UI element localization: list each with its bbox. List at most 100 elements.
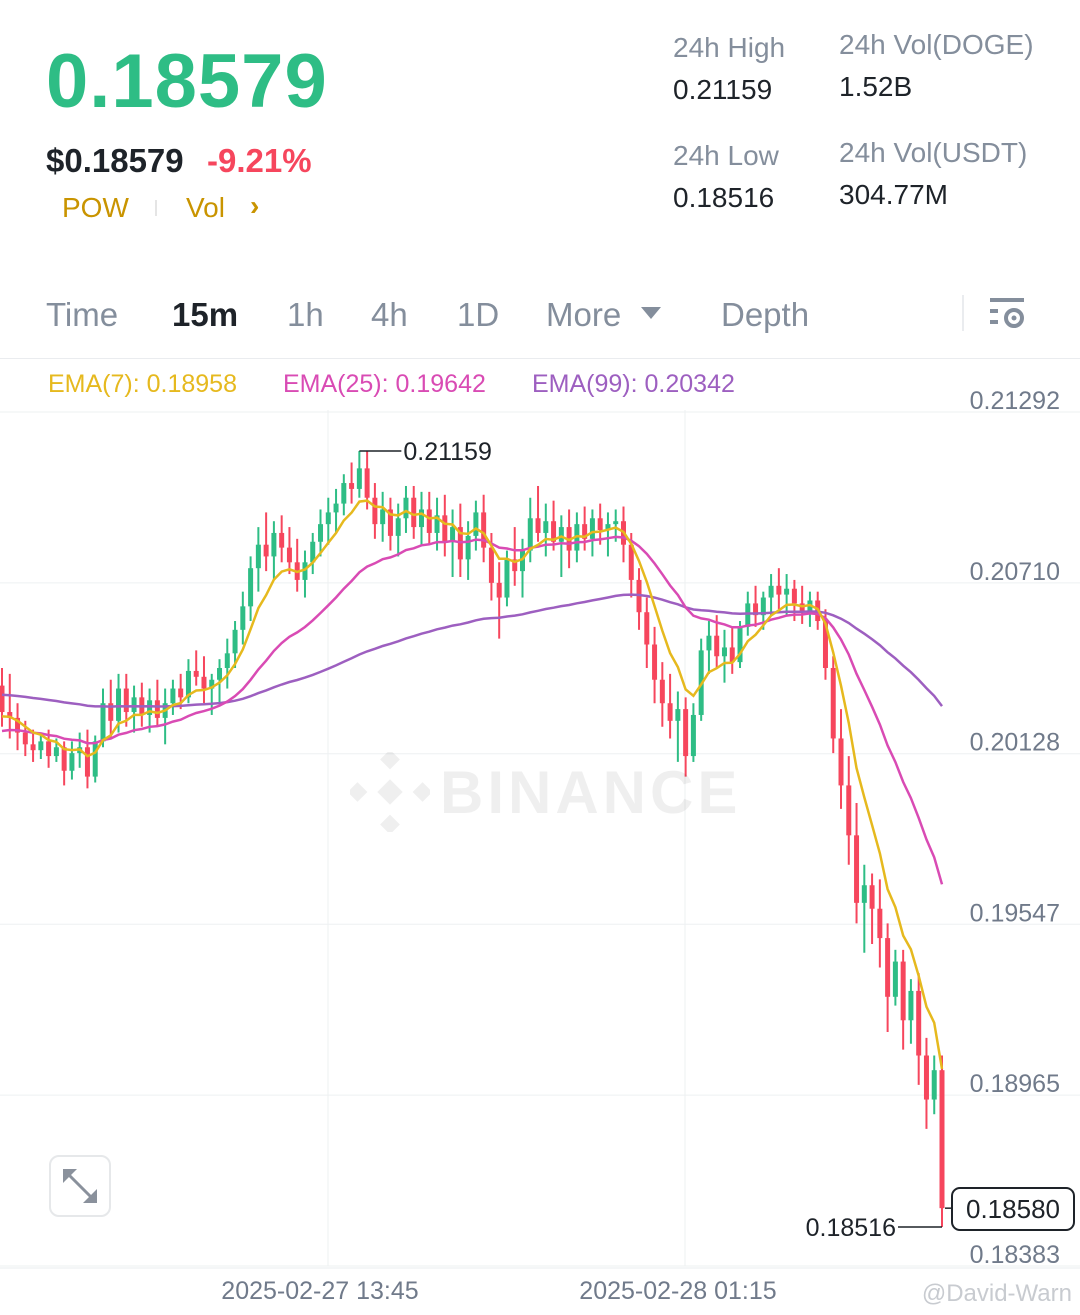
candle-up — [613, 521, 619, 525]
candle-down — [426, 509, 432, 533]
candle-up — [116, 688, 122, 721]
candle-down — [387, 509, 393, 536]
candle-down — [496, 582, 502, 598]
high-value: 0.21159 — [673, 74, 773, 105]
ema99-line — [1, 593, 943, 708]
candle-down — [201, 676, 207, 689]
last-price: 0.18579 — [46, 39, 328, 124]
candle-down — [0, 685, 5, 713]
candle-up — [784, 588, 790, 595]
fullscreen-button[interactable] — [49, 1155, 111, 1217]
candle-down — [830, 667, 836, 739]
candle-down — [193, 670, 199, 677]
tab-4h[interactable]: 4h — [371, 296, 408, 333]
candle-down — [667, 703, 673, 721]
tab-1h[interactable]: 1h — [287, 296, 324, 333]
candle-down — [411, 497, 417, 528]
candle-up — [589, 518, 595, 539]
candle-up — [519, 550, 525, 572]
candle-up — [465, 535, 471, 560]
tab-divider — [962, 295, 964, 331]
candle-up — [185, 670, 191, 698]
high-marker-label: 0.21159 — [403, 438, 492, 466]
candle-down — [597, 518, 603, 531]
ema25-line — [1, 535, 944, 885]
candle-down — [279, 532, 285, 548]
candle-up — [271, 532, 277, 557]
y-tick-label: 0.18965 — [970, 1070, 1060, 1098]
candle-down — [900, 961, 906, 1021]
vol-base-value: 1.52B — [839, 71, 913, 102]
candle-down — [776, 585, 782, 595]
tab-more[interactable]: More — [546, 296, 622, 333]
candle-up — [224, 653, 230, 668]
candle-down — [729, 647, 735, 663]
y-tick-label: 0.20710 — [970, 558, 1060, 586]
tab-time[interactable]: Time — [46, 296, 119, 333]
candle-up — [745, 603, 751, 627]
candle-up — [341, 483, 347, 504]
candle-down — [372, 497, 378, 525]
candle-down — [659, 679, 665, 704]
candle-up — [92, 741, 98, 777]
ema25-label: EMA(25): 0.19642 — [283, 370, 486, 398]
candle-up — [908, 990, 914, 1021]
candle-down — [263, 544, 269, 557]
candle-down — [15, 717, 21, 733]
vol-quote-value: 304.77M — [839, 179, 948, 210]
candle-up — [69, 753, 75, 771]
chevron-right-icon[interactable]: › — [250, 190, 260, 221]
candle-up — [240, 606, 246, 630]
candle-down — [644, 612, 650, 645]
candle-up — [892, 961, 898, 997]
candle-up — [380, 509, 386, 525]
y-tick-label: 0.21292 — [970, 387, 1060, 415]
high-label: 24h High — [673, 32, 786, 63]
candle-down — [846, 785, 852, 836]
candle-down — [869, 885, 875, 909]
candle-down — [683, 709, 689, 757]
candle-down — [885, 938, 891, 997]
tag-divider — [155, 200, 157, 216]
tab-bar-divider — [0, 358, 1080, 359]
tab-depth[interactable]: Depth — [721, 296, 810, 333]
chart-settings-icon[interactable] — [988, 296, 1028, 332]
tab-15m[interactable]: 15m — [172, 296, 239, 333]
caret-down-icon[interactable] — [640, 306, 662, 320]
candle-up — [403, 497, 409, 519]
candle-up — [434, 515, 440, 533]
candle-up — [333, 503, 339, 513]
candle-up — [721, 647, 727, 657]
candle-up — [931, 1070, 937, 1100]
candle-down — [854, 835, 860, 903]
tab-1d[interactable]: 1D — [457, 296, 500, 333]
candle-up — [861, 885, 867, 903]
tag-vol[interactable]: Vol — [186, 192, 225, 223]
vol-base-label: 24h Vol(DOGE) — [839, 29, 1034, 60]
candle-up — [690, 714, 696, 757]
candle-down — [753, 603, 759, 616]
usd-price: $0.18579 — [46, 142, 184, 179]
candle-up — [147, 700, 153, 715]
tag-pow[interactable]: POW — [62, 192, 129, 223]
candle-up — [356, 468, 362, 489]
y-tick-label: 0.20128 — [970, 729, 1060, 757]
expand-arrows-icon — [63, 1169, 97, 1203]
candle-up — [131, 697, 137, 713]
candle-up — [209, 679, 215, 689]
candle-up — [473, 512, 479, 536]
candle-down — [30, 744, 36, 751]
candle-up — [527, 518, 533, 551]
binance-logo-icon — [350, 752, 430, 832]
candle-down — [488, 547, 494, 583]
candle-up — [318, 524, 324, 542]
candle-up — [558, 527, 564, 542]
candle-down — [364, 468, 370, 498]
candle-down — [877, 908, 883, 939]
y-tick-label: 0.18383 — [970, 1241, 1060, 1269]
candle-down — [923, 1055, 929, 1100]
candle-up — [100, 703, 106, 742]
candle-down — [286, 547, 292, 563]
candle-up — [170, 688, 176, 704]
